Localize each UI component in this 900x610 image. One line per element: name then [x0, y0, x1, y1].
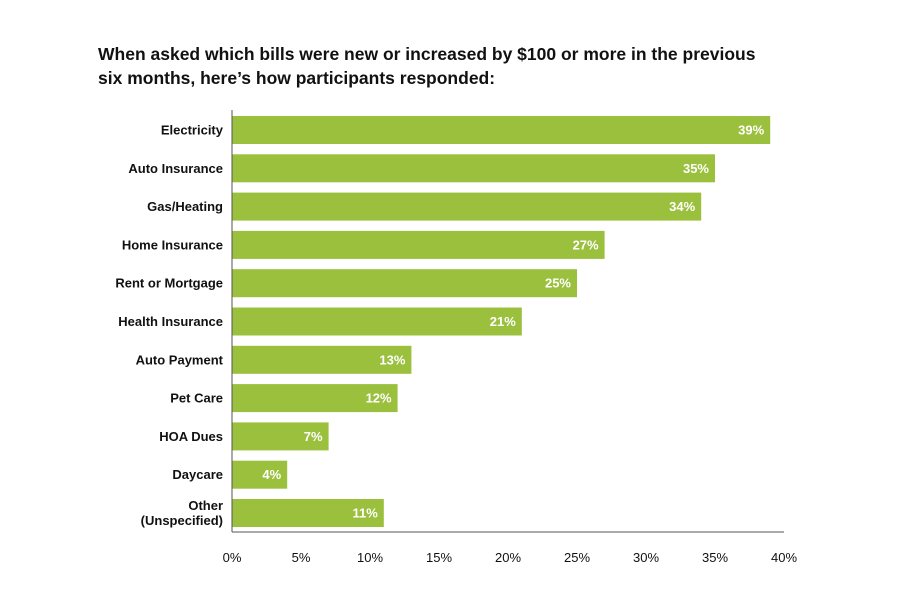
bar-value-label-2: 34%: [669, 199, 695, 214]
chart-title-line-1: When asked which bills were new or incre…: [98, 44, 756, 64]
bar-value-label-7: 12%: [366, 391, 392, 406]
bar-7: [232, 384, 398, 413]
category-label-4-line-0: Rent or Mortgage: [115, 276, 223, 291]
bar-value-label-10: 11%: [352, 506, 378, 521]
x-tick-label-6: 30%: [633, 550, 659, 565]
category-label-3: Home Insurance: [122, 237, 223, 252]
bar-value-label-5: 21%: [490, 314, 516, 329]
bar-value-label-3: 27%: [573, 237, 599, 252]
category-label-7-line-0: Pet Care: [170, 391, 223, 406]
category-label-0-line-0: Electricity: [161, 123, 224, 138]
category-label-10-line-1: (Unspecified): [141, 513, 223, 528]
bar-0: [232, 116, 771, 144]
category-label-6-line-0: Auto Payment: [136, 352, 224, 367]
category-label-8: HOA Dues: [159, 429, 223, 444]
category-label-8-line-0: HOA Dues: [159, 429, 223, 444]
category-label-4: Rent or Mortgage: [115, 276, 223, 291]
bar-10: [232, 499, 384, 527]
bar-2: [232, 192, 702, 221]
x-tick-label-5: 25%: [564, 550, 590, 565]
bar-value-label-9: 4%: [262, 467, 281, 482]
bar-value-label-0: 39%: [738, 123, 764, 138]
chart-title-line-2: six months, here’s how participants resp…: [98, 68, 496, 88]
category-label-10-line-0: Other: [188, 498, 223, 513]
bar-value-label-6: 13%: [379, 352, 405, 367]
bars-group: 39% Electricity 35% Auto Insurance 34% Gas/He…: [115, 116, 771, 528]
bar-6: [232, 345, 412, 374]
axes-group: 0% 5% 10% 15% 20% 25% 30% 35% 40%: [223, 110, 797, 565]
bar-value-label-4: 25%: [545, 276, 571, 291]
bar-4: [232, 269, 577, 298]
x-tick-label-4: 20%: [495, 550, 521, 565]
category-label-9-line-0: Daycare: [172, 467, 223, 482]
category-label-1: Auto Insurance: [128, 161, 223, 176]
x-tick-label-7: 35%: [702, 550, 728, 565]
bar-9: [232, 460, 288, 489]
bar-value-label-8: 7%: [304, 429, 323, 444]
bar-5: [232, 307, 522, 336]
bar-3: [232, 230, 605, 259]
category-label-9: Daycare: [172, 467, 223, 482]
chart-title: When asked which bills were new or incre…: [98, 42, 818, 90]
bar-1: [232, 154, 715, 183]
category-label-2: Gas/Heating: [147, 199, 223, 214]
category-label-1-line-0: Auto Insurance: [128, 161, 223, 176]
category-label-2-line-0: Gas/Heating: [147, 199, 223, 214]
x-tick-label-3: 15%: [426, 550, 452, 565]
bar-value-label-1: 35%: [683, 161, 709, 176]
category-label-3-line-0: Home Insurance: [122, 237, 223, 252]
bar-8: [232, 422, 329, 451]
category-label-10: Other (Unspecified): [141, 498, 223, 528]
x-tick-label-8: 40%: [771, 550, 797, 565]
category-label-5: Health Insurance: [118, 314, 223, 329]
category-label-5-line-0: Health Insurance: [118, 314, 223, 329]
category-label-6: Auto Payment: [136, 352, 224, 367]
x-tick-label-1: 5%: [292, 550, 311, 565]
category-label-7: Pet Care: [170, 391, 223, 406]
x-tick-label-2: 10%: [357, 550, 383, 565]
x-tick-label-0: 0%: [223, 550, 242, 565]
category-label-0: Electricity: [161, 123, 224, 138]
